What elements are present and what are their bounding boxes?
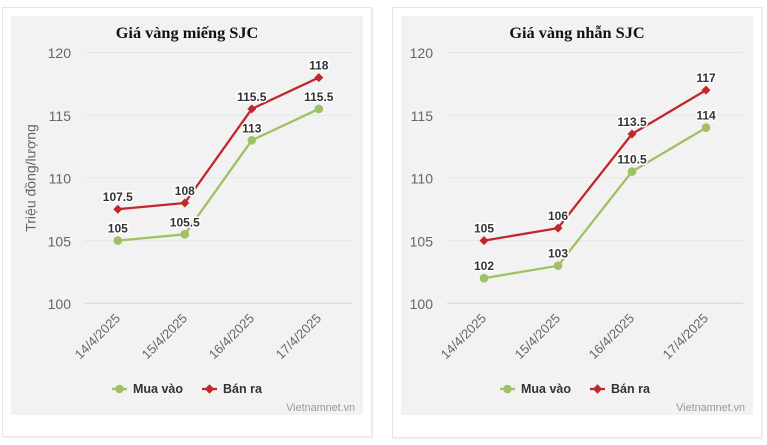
svg-text:15/4/2025: 15/4/2025 xyxy=(139,311,191,363)
svg-text:105: 105 xyxy=(474,222,494,236)
svg-text:105.5: 105.5 xyxy=(170,215,200,229)
svg-text:14/4/2025: 14/4/2025 xyxy=(438,311,490,363)
svg-text:107.5: 107.5 xyxy=(103,190,133,204)
svg-text:105: 105 xyxy=(48,233,72,249)
svg-text:110.5: 110.5 xyxy=(617,153,647,167)
svg-text:Vietnamnet.vn: Vietnamnet.vn xyxy=(676,402,745,414)
svg-text:106: 106 xyxy=(548,209,568,223)
svg-text:105: 105 xyxy=(410,233,434,249)
svg-text:110: 110 xyxy=(49,171,72,187)
svg-text:Bán ra: Bán ra xyxy=(611,382,651,396)
svg-text:Mua vào: Mua vào xyxy=(521,382,571,396)
svg-text:102: 102 xyxy=(474,259,494,273)
svg-text:120: 120 xyxy=(410,45,434,61)
svg-text:115: 115 xyxy=(411,108,434,124)
svg-text:100: 100 xyxy=(48,296,72,312)
svg-text:120: 120 xyxy=(48,45,72,61)
svg-text:Giá vàng nhẫn SJC: Giá vàng nhẫn SJC xyxy=(509,23,644,42)
svg-text:Giá vàng miếng SJC: Giá vàng miếng SJC xyxy=(116,23,258,42)
svg-text:100: 100 xyxy=(410,296,434,312)
svg-text:110: 110 xyxy=(411,171,434,187)
svg-text:16/4/2025: 16/4/2025 xyxy=(206,311,258,363)
svg-text:15/4/2025: 15/4/2025 xyxy=(512,311,564,363)
svg-text:17/4/2025: 17/4/2025 xyxy=(660,311,712,363)
svg-text:105: 105 xyxy=(108,222,128,236)
svg-text:Vietnamnet.vn: Vietnamnet.vn xyxy=(286,402,355,414)
svg-text:108: 108 xyxy=(175,184,195,198)
svg-text:113: 113 xyxy=(242,121,262,135)
svg-text:Triệu đồng/lượng: Triệu đồng/lượng xyxy=(23,124,39,232)
svg-text:117: 117 xyxy=(696,71,716,85)
svg-text:115: 115 xyxy=(49,108,72,124)
svg-text:17/4/2025: 17/4/2025 xyxy=(273,311,325,363)
svg-text:14/4/2025: 14/4/2025 xyxy=(72,311,124,363)
svg-text:Mua vào: Mua vào xyxy=(133,382,183,396)
svg-text:113.5: 113.5 xyxy=(617,115,647,129)
svg-text:115.5: 115.5 xyxy=(237,90,267,104)
svg-text:Bán ra: Bán ra xyxy=(223,382,263,396)
svg-text:16/4/2025: 16/4/2025 xyxy=(586,311,638,363)
svg-text:118: 118 xyxy=(309,59,329,73)
svg-text:103: 103 xyxy=(548,247,568,261)
svg-text:114: 114 xyxy=(696,109,716,123)
svg-text:115.5: 115.5 xyxy=(304,90,334,104)
